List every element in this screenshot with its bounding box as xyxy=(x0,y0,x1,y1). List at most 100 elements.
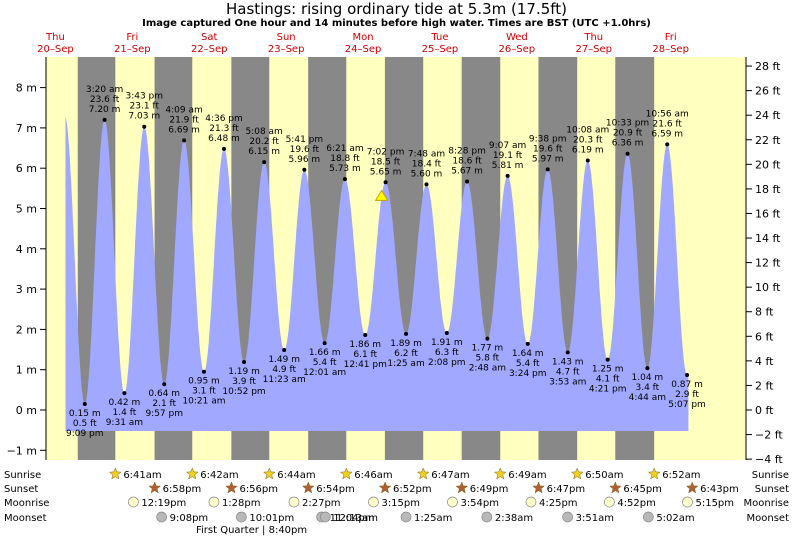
high-tide-point xyxy=(505,173,510,178)
low-tide-m: 1.19 m xyxy=(228,367,260,377)
y-tick-label-m: 0 m xyxy=(16,404,37,417)
day-date-label: 28–Sep xyxy=(652,44,689,55)
high-tide-m: 5.65 m xyxy=(370,167,402,177)
high-tide-m: 7.03 m xyxy=(128,112,160,122)
moonset-time: 10:01pm xyxy=(249,513,294,524)
moonrise-time: 12:19pm xyxy=(141,498,186,509)
low-tide-time: 1:25 am xyxy=(387,359,424,369)
moonrise-time: 1:28pm xyxy=(222,498,261,509)
moonset-time: 2:38am xyxy=(495,513,533,524)
y-tick-label-ft: 26 ft xyxy=(755,85,781,98)
high-tide-point xyxy=(221,146,226,151)
day-name-label: Thu xyxy=(45,32,65,43)
y-tick-label-ft: 14 ft xyxy=(755,232,781,245)
y-tick-label-ft: 8 ft xyxy=(755,306,774,319)
moonrise-time: 5:15pm xyxy=(695,498,734,509)
sunset-time: 6:58pm xyxy=(163,484,202,495)
low-tide-point xyxy=(122,391,127,396)
low-tide-ft: 4.9 ft xyxy=(272,365,296,375)
y-tick-label-ft: −4 ft xyxy=(755,453,783,466)
day-date-label: 20–Sep xyxy=(37,44,74,55)
moonset-moon-icon xyxy=(319,511,331,523)
high-tide-time: 8:28 pm xyxy=(448,146,486,156)
low-tide-time: 10:52 pm xyxy=(222,387,265,397)
moonset-time: 9:08pm xyxy=(170,513,209,524)
low-tide-point xyxy=(82,401,87,406)
low-tide-ft: 3.9 ft xyxy=(232,377,256,387)
y-tick-label-m: 3 m xyxy=(16,283,37,296)
sunset-star-icon xyxy=(685,481,699,494)
low-tide-m: 1.66 m xyxy=(309,348,341,358)
day-name-label: Wed xyxy=(506,32,528,43)
low-tide-point xyxy=(485,336,490,341)
low-tide-ft: 6.1 ft xyxy=(353,350,377,360)
moonset-time: 12:13am xyxy=(333,513,378,524)
high-tide-ft: 21.9 ft xyxy=(169,115,199,125)
sunset-time: 6:47pm xyxy=(547,484,586,495)
sunrise-star-icon xyxy=(185,467,199,480)
y-tick-label-ft: 20 ft xyxy=(755,158,781,171)
sunrise-star-icon xyxy=(262,467,276,480)
low-tide-time: 2:08 pm xyxy=(428,358,466,368)
sunset-row-label-left: Sunset xyxy=(4,484,38,495)
low-tide-ft: 2.1 ft xyxy=(152,399,176,409)
high-tide-point xyxy=(625,151,630,156)
sunset-row-label-right: Sunset xyxy=(755,484,789,495)
low-tide-ft: 6.2 ft xyxy=(394,349,418,359)
low-tide-m: 1.64 m xyxy=(512,349,544,359)
low-tide-ft: 5.4 ft xyxy=(516,359,540,369)
low-tide-m: 1.77 m xyxy=(472,344,504,354)
low-tide-m: 0.87 m xyxy=(671,380,703,390)
sunrise-time: 6:47am xyxy=(431,470,469,481)
sunrise-time: 6:42am xyxy=(200,470,238,481)
moonrise-time: 3:54pm xyxy=(460,498,499,509)
low-tide-time: 3:53 am xyxy=(549,377,586,387)
high-tide-ft: 19.6 ft xyxy=(290,145,320,155)
high-tide-time: 9:38 pm xyxy=(529,134,567,144)
y-tick-label-ft: 22 ft xyxy=(755,134,781,147)
low-tide-ft: 1.4 ft xyxy=(113,408,137,418)
sunrise-time: 6:52am xyxy=(662,470,700,481)
y-tick-label-ft: 24 ft xyxy=(755,109,781,122)
y-tick-label-m: 1 m xyxy=(16,364,37,377)
low-tide-time: 5:07 pm xyxy=(668,400,706,410)
moonrise-time: 4:25pm xyxy=(539,498,578,509)
chart-subtitle: Image captured One hour and 14 minutes b… xyxy=(142,18,651,29)
high-tide-time: 6:21 am xyxy=(326,144,363,154)
day-date-label: 25–Sep xyxy=(422,44,459,55)
sunrise-star-icon xyxy=(647,467,661,480)
sunset-star-icon xyxy=(609,481,622,494)
sunrise-star-icon xyxy=(108,467,122,480)
high-tide-m: 6.19 m xyxy=(572,146,604,156)
moonrise-moon-icon xyxy=(208,496,220,508)
low-tide-m: 0.95 m xyxy=(188,377,220,387)
high-tide-point xyxy=(182,138,187,143)
low-tide-time: 10:21 am xyxy=(182,397,225,407)
moonrise-moon-icon xyxy=(368,496,379,508)
y-tick-label-ft: 28 ft xyxy=(755,60,781,73)
sunset-star-icon xyxy=(532,481,545,494)
moonset-row-label-left: Moonset xyxy=(4,513,47,524)
moonset-moon-icon xyxy=(235,511,247,523)
chart-title: Hastings: rising ordinary tide at 5.3m (… xyxy=(225,0,568,18)
high-tide-point xyxy=(383,180,388,185)
y-tick-label-m: 7 m xyxy=(16,122,37,135)
high-tide-point xyxy=(585,158,590,163)
sunset-star-icon xyxy=(455,481,469,494)
high-tide-m: 6.15 m xyxy=(248,147,280,157)
sunset-time: 6:54pm xyxy=(316,484,355,495)
low-tide-m: 1.04 m xyxy=(632,373,664,383)
sunrise-star-icon xyxy=(416,467,430,480)
sunset-star-icon xyxy=(301,481,315,494)
moonrise-moon-icon xyxy=(682,496,693,508)
low-tide-time: 2:48 am xyxy=(469,364,506,374)
high-tide-ft: 21.3 ft xyxy=(209,124,239,134)
day-date-label: 24–Sep xyxy=(345,44,382,55)
low-tide-m: 1.89 m xyxy=(390,339,422,349)
low-tide-m: 1.25 m xyxy=(592,365,624,375)
low-tide-ft: 2.9 ft xyxy=(675,390,699,400)
high-tide-ft: 20.2 ft xyxy=(249,137,279,147)
high-tide-ft: 18.5 ft xyxy=(371,157,401,167)
y-tick-label-ft: 18 ft xyxy=(755,183,781,196)
sunset-time: 6:56pm xyxy=(239,484,278,495)
